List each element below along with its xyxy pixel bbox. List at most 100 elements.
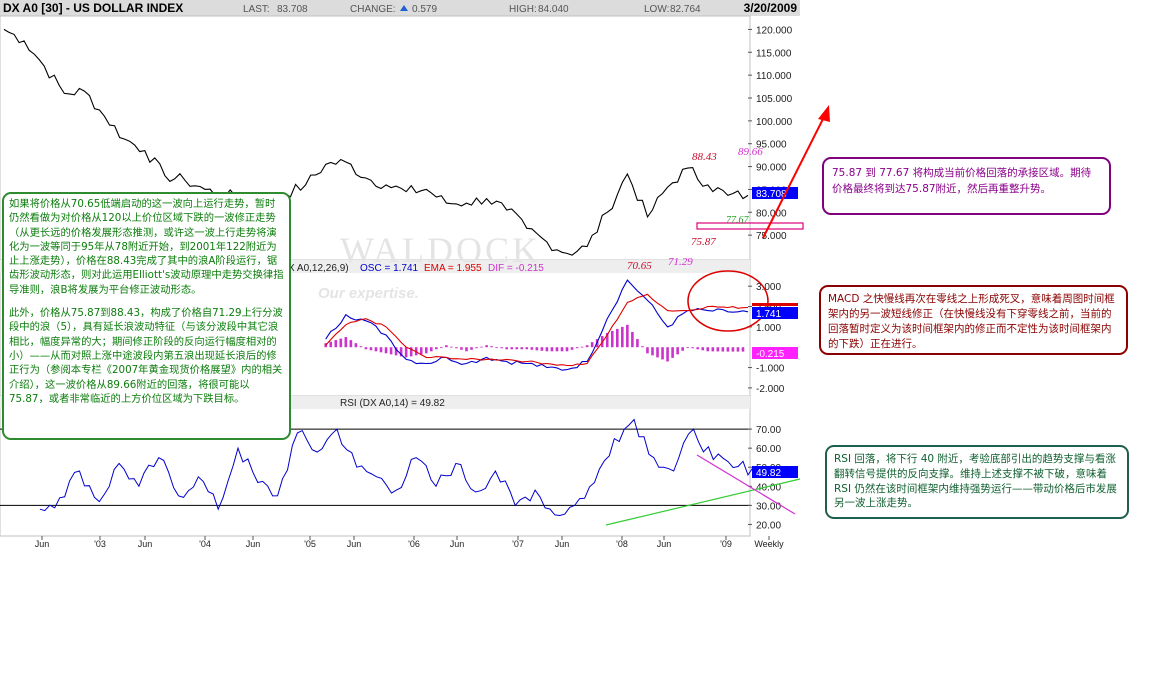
macd-histogram-bar	[450, 346, 453, 348]
macd-histogram-bar	[409, 347, 413, 357]
x-axis-label: Jun	[35, 539, 50, 549]
macd-histogram-bar	[741, 347, 745, 352]
macd-osc-label: OSC = 1.741	[360, 263, 419, 274]
last-label: LAST:	[243, 4, 270, 15]
macd-histogram-bar	[701, 347, 705, 351]
macd-histogram-bar	[379, 347, 383, 353]
price-y-tick-label: 120.000	[756, 25, 793, 36]
price-label-77-67: 77.67	[726, 215, 750, 226]
change-value: 0.579	[412, 4, 437, 15]
change-label: CHANGE:	[350, 4, 396, 15]
macd-dif-label: DIF = -0.215	[488, 263, 544, 274]
change-up-icon	[400, 5, 408, 11]
macd-dif-badge-text: -0.215	[756, 349, 785, 360]
macd-histogram-bar	[404, 347, 408, 358]
rsi-title: RSI (DX A0,14) = 49.82	[340, 398, 445, 409]
macd-histogram-bar	[590, 342, 594, 348]
price-y-tick-label: 100.000	[756, 117, 793, 128]
macd-histogram-bar	[455, 347, 458, 349]
macd-histogram-bar	[615, 328, 619, 348]
macd-histogram-bar	[525, 347, 529, 350]
macd-histogram-bar	[560, 347, 564, 352]
macd-histogram-bar	[369, 347, 373, 351]
macd-histogram-bar	[374, 347, 378, 352]
macd-histogram-bar	[736, 347, 740, 352]
high-label: HIGH:	[509, 4, 537, 15]
support-zone-rect	[696, 222, 804, 230]
rsi-value-badge	[752, 466, 798, 478]
macd-histogram-bar	[711, 347, 715, 352]
macd-y-tick-label: -1.000	[756, 364, 785, 375]
macd-cross-circle	[687, 270, 769, 332]
macd-osc-badge-text: 1.741	[756, 309, 781, 320]
macd-dif-badge	[752, 347, 798, 359]
macd-histogram-bar	[495, 347, 498, 349]
macd-histogram-bar	[545, 347, 549, 352]
macd-histogram-bar	[440, 347, 443, 349]
x-axis-label: '03	[94, 539, 106, 549]
macd-histogram-bar	[626, 324, 629, 348]
price-y-tick-label: 110.000	[756, 71, 792, 82]
price-y-tick-label: 75.000	[756, 231, 787, 242]
rsi-y-tick-label: 40.00	[756, 482, 781, 493]
macd-osc-badge	[752, 307, 798, 319]
rsi-note-text: RSI 回落，将下行 40 附近，考验底部引出的趋势支撑与看涨翻转信号提供的反向…	[834, 453, 1117, 510]
macd-histogram-bar	[721, 347, 725, 352]
x-axis-label: Jun	[555, 539, 570, 549]
macd-histogram-bar	[419, 347, 423, 355]
macd-histogram-bar	[515, 347, 519, 350]
macd-histogram-bar	[475, 347, 478, 349]
macd-histogram-bar	[334, 340, 338, 348]
macd-histogram-bar	[605, 332, 609, 348]
support-zone-text: 75.87 到 77.67 将构成当前价格回落的承接区域。期待价格最终将到达75…	[832, 167, 1092, 195]
macd-histogram-bar	[465, 347, 468, 352]
macd-histogram-bar	[344, 337, 348, 348]
macd-ema-line	[325, 293, 749, 367]
x-axis-label: '08	[616, 539, 628, 549]
price-label-70-65: 70.65	[627, 260, 652, 272]
macd-ema-label: EMA = 1.955	[424, 263, 482, 274]
macd-histogram-bar	[656, 347, 659, 358]
macd-histogram-bar	[585, 345, 589, 348]
x-axis-label: '09	[720, 539, 732, 549]
rsi-note: RSI 回落，将下行 40 附近，考验底部引出的趋势支撑与看涨翻转信号提供的反向…	[825, 445, 1129, 519]
target-arrow-head	[818, 105, 830, 122]
chart-date: 3/20/2009	[744, 1, 798, 15]
rsi-y-tick-label: 60.00	[756, 444, 781, 455]
rsi-value-badge-text: 49.82	[756, 468, 781, 479]
macd-histogram-bar	[384, 347, 388, 354]
macd-histogram-bar	[631, 331, 634, 348]
rsi-resistance-trendline	[696, 454, 796, 515]
macd-histogram-bar	[354, 343, 358, 348]
macd-histogram-bar	[651, 347, 654, 356]
price-y-tick-label: 95.000	[756, 140, 787, 151]
macd-note-text: MACD 之快慢线再次在零线之上形成死叉，意味着周图时间框架内的另一波短线修正（…	[828, 293, 1115, 350]
watermark-slogan: Our expertise.	[318, 285, 419, 302]
macd-histogram-bar	[661, 347, 664, 360]
x-axis-label: '06	[408, 539, 420, 549]
price-y-tick-label: 80.000	[756, 208, 787, 219]
macd-osc-line	[325, 279, 749, 371]
macd-histogram-bar	[480, 346, 483, 348]
price-y-tick-label: 105.000	[756, 94, 793, 105]
macd-histogram-bar	[520, 347, 524, 350]
macd-histogram-bar	[424, 347, 428, 354]
chart-symbol-title: DX A0 [30] - US DOLLAR INDEX	[3, 1, 183, 15]
macd-histogram-bar	[666, 347, 669, 362]
last-value: 83.708	[277, 4, 308, 15]
rsi-line	[39, 418, 754, 517]
rsi-y-tick-label: 70.00	[756, 425, 781, 436]
macd-histogram-bar	[610, 330, 614, 348]
macd-histogram-bar	[696, 347, 700, 350]
macd-histogram-bar	[364, 347, 368, 350]
macd-histogram-bar	[570, 347, 574, 350]
x-axis-label: '05	[304, 539, 316, 549]
target-arrow	[762, 114, 826, 239]
wave-analysis-note: 如果将价格从70.65低端启动的这一波向上运行走势，暂时仍然看做为对价格从120…	[2, 192, 291, 440]
macd-histogram-bar	[681, 347, 684, 351]
macd-histogram-bar	[535, 347, 539, 351]
macd-histogram-bar	[671, 347, 674, 358]
macd-histogram-bar	[636, 339, 639, 348]
macd-histogram-bar	[429, 347, 433, 352]
price-y-tick-label: 115.000	[756, 48, 792, 59]
